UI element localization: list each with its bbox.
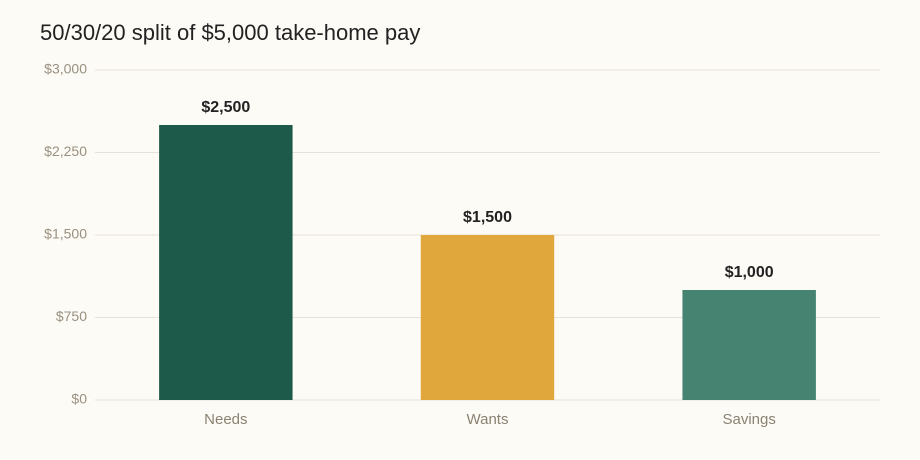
x-tick-label: Savings	[722, 411, 775, 428]
value-label: $2,500	[201, 99, 250, 116]
bar	[420, 235, 555, 400]
y-tick-label: $3,000	[44, 61, 87, 77]
y-tick-label: $1,500	[44, 226, 87, 242]
bar	[682, 290, 816, 400]
y-tick-label: $750	[56, 308, 87, 324]
value-label: $1,500	[463, 209, 512, 226]
value-label: $1,000	[725, 264, 774, 281]
bar	[159, 125, 293, 400]
y-tick-label: $0	[71, 391, 87, 407]
chart-title: 50/30/20 split of $5,000 take-home pay	[40, 20, 420, 45]
x-tick-label: Wants	[467, 411, 509, 428]
x-tick-label: Needs	[204, 411, 247, 428]
y-tick-label: $2,250	[44, 143, 87, 159]
